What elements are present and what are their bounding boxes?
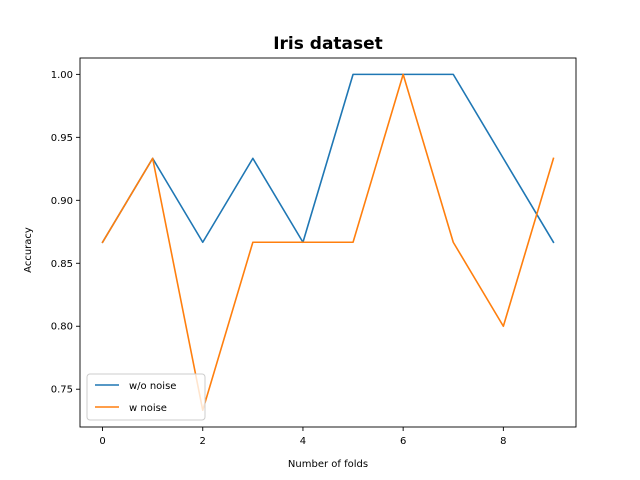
x-tick-label: 6 [400,436,406,447]
series-line-1 [101,73,555,412]
x-axis: 0 2 4 6 8 [99,427,507,447]
y-tick-label: 0.90 [51,196,73,207]
y-axis: 0.75 0.80 0.85 0.90 0.95 1.00 [51,70,80,396]
x-tick-label: 2 [200,436,206,447]
x-tick-label: 4 [300,436,306,447]
chart-title: Iris dataset [273,34,383,54]
y-tick-label: 1.00 [51,70,73,81]
plot-area [79,57,577,428]
y-axis-label: Accuracy [23,227,34,273]
series-line-0 [101,73,555,244]
legend: w/o noise w noise [86,373,206,421]
x-tick-label: 0 [99,436,105,447]
x-tick-label: 8 [500,436,506,447]
y-tick-label: 0.75 [51,385,73,396]
legend-label-0: w/o noise [129,381,176,392]
y-tick-label: 0.95 [51,133,73,144]
plot-frame [79,57,577,428]
y-tick-label: 0.85 [51,259,73,270]
y-tick-label: 0.80 [51,322,73,333]
x-axis-label: Number of folds [288,459,368,470]
legend-label-1: w noise [129,403,167,414]
